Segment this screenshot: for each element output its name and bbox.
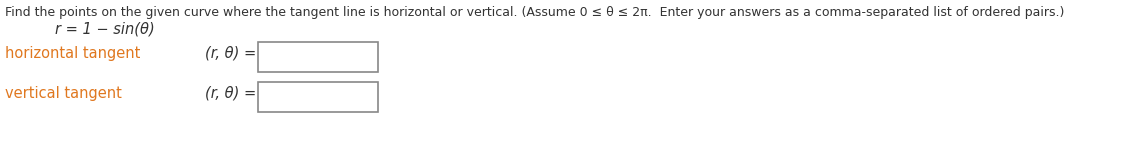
Text: Find the points on the given curve where the tangent line is horizontal or verti: Find the points on the given curve where… xyxy=(5,6,1064,19)
Bar xyxy=(258,42,378,72)
Bar xyxy=(258,82,378,112)
Text: (r, θ) =: (r, θ) = xyxy=(205,46,256,61)
Text: horizontal tangent: horizontal tangent xyxy=(5,46,140,61)
Text: (r, θ) =: (r, θ) = xyxy=(205,86,256,101)
Text: r = 1 − sin(θ): r = 1 − sin(θ) xyxy=(56,22,155,37)
Text: vertical tangent: vertical tangent xyxy=(5,86,122,101)
